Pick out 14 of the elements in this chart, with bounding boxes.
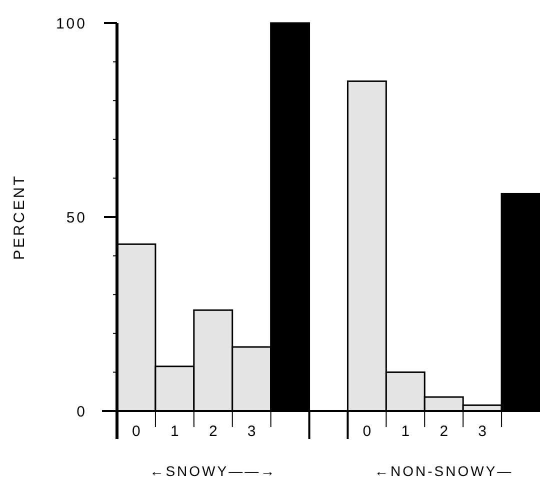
y-tick-label: 100 bbox=[56, 15, 87, 32]
x-tick-label: 0 bbox=[362, 423, 372, 440]
x-tick-label: 2 bbox=[440, 423, 448, 440]
y-tick-label: 0 bbox=[76, 403, 87, 420]
x-tick-label: 3 bbox=[478, 423, 486, 440]
text: ←NON-SNOWY— bbox=[374, 463, 514, 479]
x-tick-label: 3 bbox=[247, 423, 256, 440]
x-tick-label: 0 bbox=[132, 423, 140, 440]
x-tick-label: 1 bbox=[170, 423, 179, 440]
x-tick-label: 1 bbox=[401, 423, 410, 440]
text: ←SNOWY——→ bbox=[150, 463, 277, 479]
x-tick-label: 2 bbox=[208, 423, 218, 440]
y-tick-label: 50 bbox=[66, 209, 87, 226]
y-axis-title: PERCENT bbox=[11, 174, 28, 260]
